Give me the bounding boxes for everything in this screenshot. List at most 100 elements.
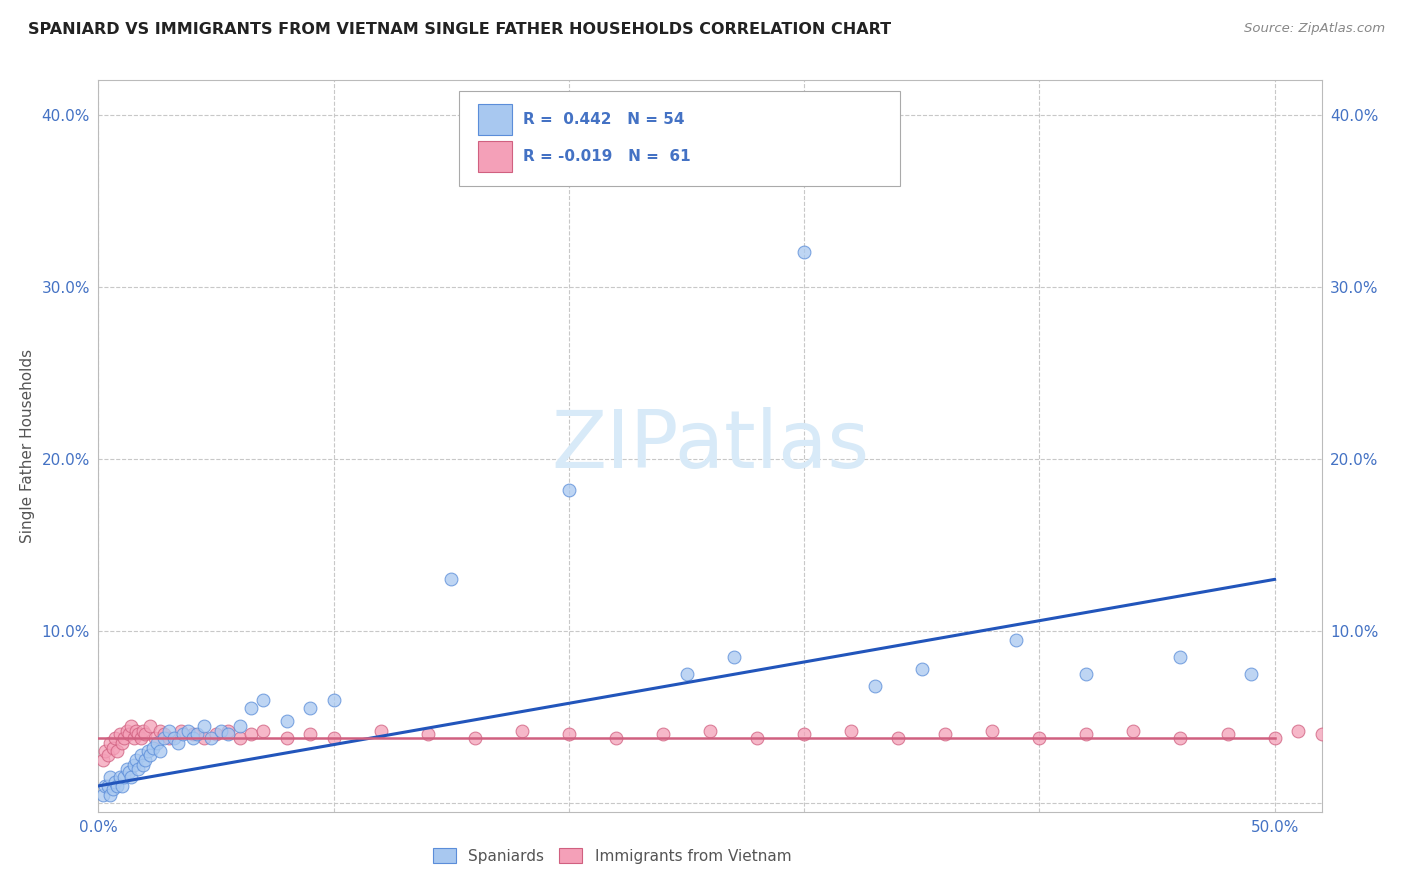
Point xyxy=(98,788,121,802)
Point xyxy=(172,727,194,741)
Point xyxy=(186,727,208,741)
Point xyxy=(440,573,463,587)
Point xyxy=(120,770,142,784)
Point xyxy=(111,779,134,793)
Point xyxy=(157,731,180,745)
Point xyxy=(1381,723,1403,738)
Point xyxy=(101,782,124,797)
Point xyxy=(675,667,697,681)
Point xyxy=(143,731,166,745)
Point xyxy=(934,727,956,741)
Point xyxy=(1170,649,1192,664)
Point xyxy=(1028,731,1050,745)
Y-axis label: Single Father Households: Single Father Households xyxy=(20,349,35,543)
Point xyxy=(240,701,263,715)
FancyBboxPatch shape xyxy=(460,91,900,186)
Point xyxy=(209,723,232,738)
Point xyxy=(322,693,344,707)
Point xyxy=(125,723,148,738)
Point xyxy=(370,723,392,738)
Point xyxy=(205,727,228,741)
Point xyxy=(276,731,298,745)
Point xyxy=(510,723,533,738)
Point xyxy=(101,741,124,756)
Point xyxy=(105,744,128,758)
Point xyxy=(94,744,117,758)
Point xyxy=(1004,632,1026,647)
Point xyxy=(981,723,1004,738)
Point xyxy=(127,727,149,741)
Point xyxy=(1334,731,1357,745)
Point xyxy=(97,747,120,762)
Text: R = -0.019   N =  61: R = -0.019 N = 61 xyxy=(523,149,690,164)
Text: R =  0.442   N = 54: R = 0.442 N = 54 xyxy=(523,112,685,128)
Point xyxy=(120,719,142,733)
Point xyxy=(217,727,239,741)
Point xyxy=(793,245,815,260)
Point xyxy=(157,723,180,738)
Point xyxy=(1310,727,1333,741)
Bar xyxy=(478,141,512,171)
Point xyxy=(134,753,156,767)
Point xyxy=(1170,731,1192,745)
Point xyxy=(240,727,263,741)
Point xyxy=(464,731,486,745)
Point xyxy=(104,775,127,789)
Point xyxy=(416,727,439,741)
Point xyxy=(132,723,155,738)
Point xyxy=(1122,723,1144,738)
Point xyxy=(139,747,162,762)
Point xyxy=(228,719,250,733)
Point xyxy=(1076,667,1098,681)
Point xyxy=(839,723,862,738)
Point xyxy=(153,731,176,745)
Point xyxy=(125,753,148,767)
Point xyxy=(122,758,145,772)
Point xyxy=(98,736,121,750)
Text: Source: ZipAtlas.com: Source: ZipAtlas.com xyxy=(1244,22,1385,36)
Point xyxy=(141,741,163,756)
Point xyxy=(108,727,131,741)
Point xyxy=(228,731,250,745)
Point xyxy=(153,727,176,741)
Point xyxy=(252,723,274,738)
Point xyxy=(112,731,135,745)
Point xyxy=(299,701,322,715)
Point xyxy=(1405,731,1406,745)
Point xyxy=(276,714,298,728)
Point xyxy=(1076,727,1098,741)
Point xyxy=(558,483,581,497)
Point xyxy=(193,731,215,745)
Point xyxy=(97,779,120,793)
Bar xyxy=(478,104,512,136)
Point xyxy=(98,770,121,784)
Legend: Spaniards, Immigrants from Vietnam: Spaniards, Immigrants from Vietnam xyxy=(427,842,797,870)
Point xyxy=(793,727,815,741)
Point xyxy=(118,765,141,780)
Point xyxy=(167,736,190,750)
Point xyxy=(91,788,114,802)
Point xyxy=(132,758,155,772)
Point xyxy=(170,723,193,738)
Point xyxy=(605,731,627,745)
Point xyxy=(181,731,204,745)
Point xyxy=(1357,727,1379,741)
Point xyxy=(129,747,152,762)
Point xyxy=(91,753,114,767)
Point xyxy=(122,731,145,745)
Text: SPANIARD VS IMMIGRANTS FROM VIETNAM SINGLE FATHER HOUSEHOLDS CORRELATION CHART: SPANIARD VS IMMIGRANTS FROM VIETNAM SING… xyxy=(28,22,891,37)
Point xyxy=(1216,727,1239,741)
Point xyxy=(127,762,149,776)
Point xyxy=(129,731,152,745)
Point xyxy=(745,731,768,745)
Point xyxy=(911,662,934,676)
Text: ZIPatlas: ZIPatlas xyxy=(551,407,869,485)
Point xyxy=(322,731,344,745)
Point xyxy=(1264,731,1286,745)
Point xyxy=(193,719,215,733)
Point xyxy=(217,723,239,738)
Point xyxy=(115,723,138,738)
Point xyxy=(699,723,721,738)
Point xyxy=(115,762,138,776)
Point xyxy=(1240,667,1263,681)
